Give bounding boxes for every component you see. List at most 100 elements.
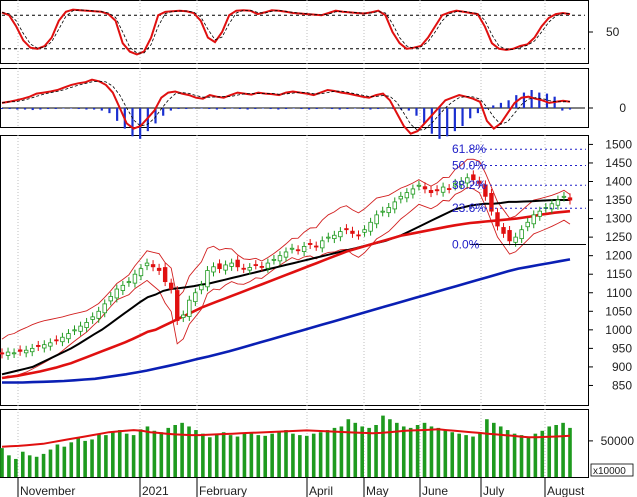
volume-bar [492, 422, 496, 477]
volume-layer [0, 415, 572, 477]
bollinger-lower [1, 186, 571, 379]
candle-body [90, 316, 95, 320]
volume-bar [256, 435, 261, 477]
candle-body [36, 345, 41, 347]
panel-frames [0, 0, 589, 478]
candle-body [54, 339, 59, 342]
candle-body [193, 292, 198, 303]
volume-bar [436, 427, 441, 477]
price-tick-label: 950 [612, 341, 632, 355]
volume-bar [41, 453, 46, 477]
candle-body [519, 229, 524, 240]
volume-bar [415, 425, 420, 477]
volume-bar [138, 429, 143, 477]
volume-bar [201, 433, 205, 477]
volume-bar [111, 432, 115, 477]
candle-body [398, 195, 404, 200]
x-axis-label: July [483, 484, 504, 497]
candle-body [392, 201, 397, 210]
candle-body [422, 186, 428, 190]
x-axis-label: June [422, 484, 448, 497]
candle-body [356, 234, 361, 237]
candle-body [241, 267, 246, 270]
volume-unit-box [590, 463, 634, 477]
price-tick-label: 1450 [605, 156, 632, 170]
volume-bar [69, 442, 74, 477]
candle-body [295, 249, 301, 252]
candle-body [289, 247, 295, 250]
volume-bar [568, 427, 572, 477]
candle-body [471, 174, 476, 181]
volume-bar [381, 415, 385, 477]
price-tick-label: 900 [612, 360, 632, 374]
candle-body [132, 273, 138, 284]
candle-body [338, 231, 343, 238]
candle-body [217, 263, 222, 270]
volume-bar [464, 435, 468, 477]
volume-unit-label: x10000 [593, 466, 626, 477]
moving-average-ma_blue [2, 258, 571, 384]
x-axis-label: 2021 [142, 484, 169, 497]
candle-body [259, 266, 265, 268]
volume-bar [318, 432, 323, 477]
candle-body [156, 267, 162, 271]
candle-body [549, 203, 555, 210]
volume-bar [270, 433, 274, 477]
volume-bar [388, 419, 392, 477]
candle-body [60, 336, 65, 343]
candle-body [555, 199, 561, 206]
macd-line [1, 78, 571, 135]
volume-bar [27, 455, 32, 477]
volume-moving-average [1, 428, 571, 448]
volume-bar [554, 425, 558, 477]
candle-body [344, 228, 349, 231]
candle-body [501, 227, 506, 234]
volume-bar [450, 432, 455, 477]
volume-bar [346, 419, 351, 477]
candle-body [561, 195, 567, 198]
candle-body [72, 329, 77, 332]
macd-signal-line [1, 80, 571, 131]
candle-body [102, 303, 107, 314]
candle-body [459, 181, 464, 186]
candle-body [465, 177, 470, 184]
volume-bar [152, 430, 157, 477]
volume-bar [311, 433, 316, 477]
candle-body [144, 262, 150, 267]
oscillator-layer [1, 8, 585, 56]
price-tick-label: 850 [612, 378, 632, 392]
volume-bar [194, 430, 198, 477]
volume-bar [498, 426, 503, 477]
candle-body [374, 214, 379, 225]
x-axis-label: April [309, 484, 333, 497]
volume-bar [34, 456, 39, 477]
volume-bar [533, 433, 538, 477]
candle-body [96, 310, 101, 319]
volume-bar [166, 427, 171, 477]
volume-bar [83, 440, 87, 477]
volume-bar [561, 422, 565, 477]
candle-body [283, 251, 289, 258]
candle-body [477, 180, 482, 184]
volume-bar [145, 426, 150, 477]
candle-body [187, 299, 192, 317]
candle-body [452, 182, 458, 187]
candle-body [108, 296, 113, 302]
candle-body [326, 236, 331, 239]
candle-body [320, 240, 325, 249]
volume-bar [526, 436, 531, 477]
macd-panel-frame [0, 68, 589, 128]
volume-bar [117, 430, 122, 477]
volume-bar [55, 444, 60, 477]
candle-body [168, 282, 174, 290]
candle-body [446, 188, 452, 190]
price-tick-label: 1400 [605, 175, 632, 189]
fib-level-label: 23.6% [452, 201, 486, 215]
volume-bar [180, 422, 184, 477]
volume-bar [429, 426, 434, 477]
volume-bar [214, 433, 219, 477]
candle-body [537, 210, 542, 217]
price-layer: 61.8% 50.0% 38.2% 23.6% 0.0% [0, 142, 586, 384]
volume-bar [485, 419, 489, 477]
